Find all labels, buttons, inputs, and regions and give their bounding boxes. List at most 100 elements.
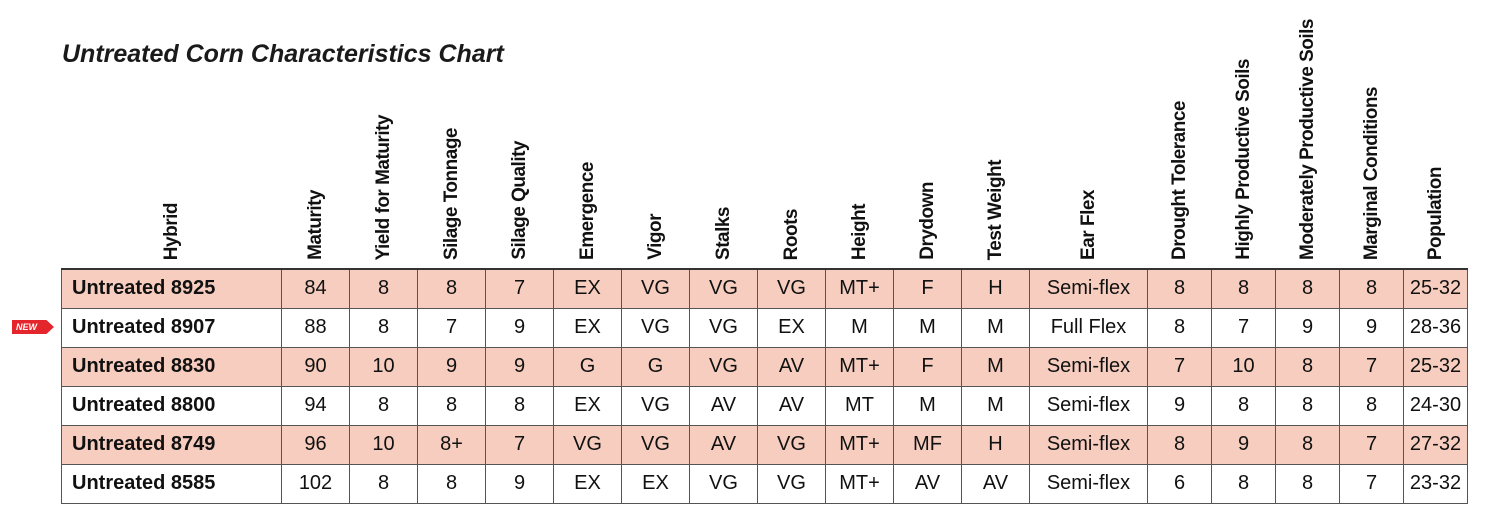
table-cell: 7 — [485, 268, 554, 309]
column-header-label: Silage Tonnage — [440, 127, 462, 260]
table-cell: MT+ — [825, 424, 894, 465]
column-header: Test Weight — [962, 0, 1030, 269]
column-header: Height — [826, 0, 894, 269]
table-cell: 8 — [1275, 346, 1340, 387]
table-cell: AV — [893, 463, 962, 504]
table-cell: 8 — [1211, 385, 1276, 426]
column-header: Ear Flex — [1030, 0, 1148, 269]
table-cell: EX — [621, 463, 690, 504]
table-cell: M — [961, 385, 1030, 426]
table-cell: VG — [621, 385, 690, 426]
table-cell: 8 — [349, 463, 418, 504]
table-row: Untreated 8585 102 8 8 9 EX EX VG VG MT+ AV AV Semi-… — [61, 463, 1468, 504]
column-header-label: Hybrid — [160, 202, 182, 260]
hybrid-name-cell: Untreated 8830 — [61, 346, 282, 387]
column-header: Silage Quality — [486, 0, 554, 269]
table-cell: 8 — [1147, 307, 1212, 348]
table-cell: VG — [757, 268, 826, 309]
hybrid-name-cell: Untreated 8800 — [61, 385, 282, 426]
table-cell: MT — [825, 385, 894, 426]
header-row: Hybrid Maturity Yield for Maturity Silage T… — [62, 0, 1468, 269]
table-cell: 7 — [417, 307, 486, 348]
chart-title: Untreated Corn Characteristics Chart — [62, 40, 504, 68]
table-cell: MT+ — [825, 268, 894, 309]
table-cell: 8 — [349, 307, 418, 348]
table-cell: 10 — [1211, 346, 1276, 387]
table-cell: 7 — [1339, 346, 1404, 387]
table-cell: G — [553, 346, 622, 387]
table-cell: VG — [621, 307, 690, 348]
table-cell: 7 — [1211, 307, 1276, 348]
column-header-label: Roots — [780, 208, 802, 260]
table-cell: 27-32 — [1403, 424, 1468, 465]
new-badge: NEW — [12, 320, 54, 334]
table-cell: 8 — [1339, 268, 1404, 309]
table-cell: AV — [689, 385, 758, 426]
table-cell: 10 — [349, 424, 418, 465]
table-cell: 6 — [1147, 463, 1212, 504]
table-cell: 25-32 — [1403, 346, 1468, 387]
table-cell: EX — [553, 307, 622, 348]
table-cell: 9 — [1211, 424, 1276, 465]
column-header-label: Maturity — [304, 190, 326, 260]
column-header: Population — [1404, 0, 1468, 269]
table-cell: Semi-flex — [1029, 346, 1148, 387]
table-cell: Semi-flex — [1029, 268, 1148, 309]
table-cell: MT+ — [825, 463, 894, 504]
table-cell: 23-32 — [1403, 463, 1468, 504]
table-cell: EX — [553, 268, 622, 309]
table-cell: VG — [621, 268, 690, 309]
table-cell: VG — [621, 424, 690, 465]
column-header: Vigor — [622, 0, 690, 269]
table-cell: 90 — [281, 346, 350, 387]
column-header: Stalks — [690, 0, 758, 269]
table-cell: 7 — [1147, 346, 1212, 387]
table-row: Untreated 8925 84 8 8 7 EX VG VG VG MT+ F H Semi-fle… — [61, 268, 1468, 309]
table-row: Untreated 8830 90 10 9 9 G G VG AV MT+ F M Semi-flex… — [61, 346, 1468, 387]
table-cell: 9 — [1275, 307, 1340, 348]
table-cell: Semi-flex — [1029, 424, 1148, 465]
table-cell: AV — [757, 385, 826, 426]
table-cell: 102 — [281, 463, 350, 504]
column-header-label: Highly Productive Soils — [1232, 59, 1254, 260]
table-cell: 24-30 — [1403, 385, 1468, 426]
table-cell: 84 — [281, 268, 350, 309]
table-cell: EX — [553, 385, 622, 426]
column-header: Marginal Conditions — [1340, 0, 1404, 269]
table-cell: 96 — [281, 424, 350, 465]
column-header-label: Drydown — [916, 182, 938, 260]
table-cell: AV — [689, 424, 758, 465]
column-header: Roots — [758, 0, 826, 269]
column-header-label: Height — [848, 203, 870, 260]
column-header: Drydown — [894, 0, 962, 269]
table-cell: 25-32 — [1403, 268, 1468, 309]
table-cell: 8 — [417, 463, 486, 504]
table-cell: 8 — [1275, 463, 1340, 504]
table-cell: EX — [553, 463, 622, 504]
table-cell: VG — [757, 463, 826, 504]
table-cell: 7 — [1339, 424, 1404, 465]
table-cell: 9 — [485, 346, 554, 387]
table-cell: H — [961, 424, 1030, 465]
characteristics-table: Hybrid Maturity Yield for Maturity Silage T… — [61, 0, 1468, 504]
table-cell: EX — [757, 307, 826, 348]
table-cell: 9 — [485, 463, 554, 504]
table-cell: VG — [689, 463, 758, 504]
table-cell: 9 — [1147, 385, 1212, 426]
table-cell: Semi-flex — [1029, 385, 1148, 426]
hybrid-name-cell: Untreated 8749 — [61, 424, 282, 465]
column-header-label: Drought Tolerance — [1168, 101, 1190, 260]
table-cell: M — [961, 346, 1030, 387]
table-cell: F — [893, 346, 962, 387]
column-header: Silage Tonnage — [418, 0, 486, 269]
table-cell: 8 — [417, 385, 486, 426]
table-cell: VG — [689, 307, 758, 348]
table-cell: 8 — [349, 268, 418, 309]
column-header: Hybrid — [62, 0, 282, 269]
table-cell: 8 — [1147, 268, 1212, 309]
column-header: Moderately Productive Soils — [1276, 0, 1340, 269]
column-header-label: Silage Quality — [508, 141, 530, 260]
table-cell: 8 — [1211, 268, 1276, 309]
table-row: Untreated 8907 88 8 7 9 EX VG VG EX M M M Full Flex 8… — [61, 307, 1468, 348]
table-cell: 28-36 — [1403, 307, 1468, 348]
